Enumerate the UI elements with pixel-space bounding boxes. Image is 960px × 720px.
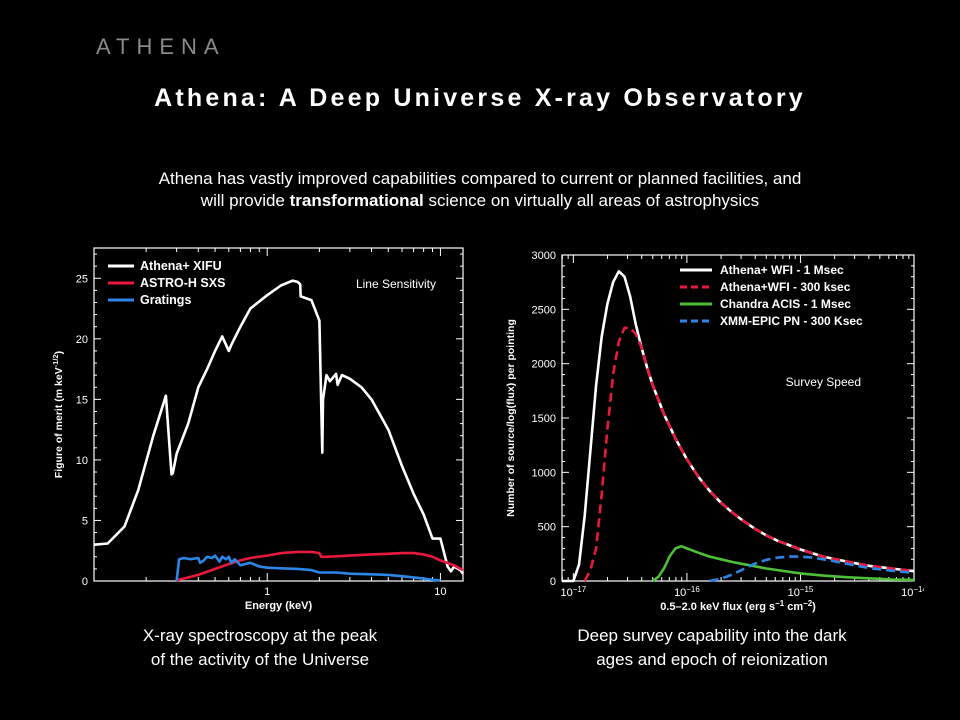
x-axis-label: 0.5–2.0 keV flux (erg s−1 cm−2)	[660, 599, 816, 614]
x-tick-label-part-0: 10	[901, 587, 913, 599]
x-tick-label-part-1: −15	[800, 585, 814, 594]
line-sensitivity-chart-panel: 0 5 10 15 20 25 1 10 Athena+ XIFU ASTRO-H SXS Grat…	[48, 240, 472, 616]
legend-label: Athena+ XIFU	[140, 259, 222, 273]
series-line-gratings	[175, 554, 441, 582]
subtitle-line-2: will provide transformational science on…	[40, 190, 920, 212]
series-line-chandra-acis-1-msec	[652, 544, 915, 583]
caption-left: X-ray spectroscopy at the peak of the ac…	[48, 624, 472, 672]
caption-left-line-1: X-ray spectroscopy at the peak	[142, 626, 378, 645]
subtitle-line-2-post: science on virtually all areas of astrop…	[423, 191, 760, 210]
y-axis-label-part-1: -1/2	[51, 354, 60, 367]
x-tick-label: 10−16	[674, 585, 700, 600]
subtitle-line-1: Athena has vastly improved capabilities …	[158, 169, 802, 188]
series-line-athena-xifu	[93, 279, 465, 575]
y-axis-label: Number of source/log(flux) per pointing	[505, 319, 517, 517]
x-tick-label-part-0: 10	[561, 587, 573, 599]
caption-right-line-2: ages and epoch of reionization	[596, 650, 828, 669]
series-line-astro-h-sxs	[176, 550, 464, 582]
survey-speed-chart-panel: 10−1710−1610−1510−1405001000150020002500…	[500, 240, 924, 616]
x-tick-label-part-1: −16	[686, 585, 700, 594]
legend-label: Athena+WFI - 300 ksec	[720, 280, 851, 294]
x-tick-label: 10−14	[901, 585, 924, 600]
y-tick-label: 2000	[532, 359, 556, 371]
y-tick-label: 15	[76, 394, 88, 406]
x-tick-label-part-1: −17	[573, 585, 586, 594]
x-tick-label: 1	[264, 586, 270, 598]
chart-annotation: Survey Speed	[786, 375, 861, 389]
subtitle-emphasis: transformational	[289, 191, 424, 210]
legend-label: Chandra ACIS - 1 Msec	[720, 297, 851, 311]
series-line-athena-wfi-300-ksec	[583, 326, 915, 582]
x-axis-label-part-2: cm	[784, 601, 803, 613]
x-axis-label-part-1: −1	[775, 599, 785, 608]
y-axis-label-part-0: Figure of merit (m keV	[53, 367, 65, 478]
x-tick-label-part-1: −14	[913, 585, 924, 594]
x-axis-label-part-0: 0.5–2.0 keV flux (erg s	[660, 601, 775, 613]
y-axis-label-part-2: )	[53, 351, 65, 355]
x-tick-label: 10	[434, 586, 446, 598]
survey-speed-chart: 10−1710−1610−1510−1405001000150020002500…	[505, 250, 924, 614]
legend-label: ASTRO-H SXS	[140, 276, 225, 290]
subtitle-line-2-pre: will provide	[200, 191, 290, 210]
x-axis-label: Energy (keV)	[245, 600, 313, 612]
y-tick-label: 1500	[532, 413, 556, 425]
series-line-xmm-epic-pn-300-ksec	[709, 555, 915, 583]
caption-right: Deep survey capability into the dark age…	[500, 624, 924, 672]
line-sensitivity-chart: 0 5 10 15 20 25 1 10 Athena+ XIFU ASTRO-H SXS Grat…	[51, 247, 465, 612]
legend-label: Athena+ WFI - 1 Msec	[720, 263, 844, 277]
y-tick-label: 3000	[532, 250, 556, 262]
y-tick-label: 1000	[532, 467, 556, 479]
legend-label: Gratings	[140, 293, 191, 307]
chart-annotation: Line Sensitivity	[356, 277, 436, 291]
x-tick-label-part-0: 10	[674, 587, 686, 599]
page-title: Athena: A Deep Universe X-ray Observator…	[154, 84, 806, 112]
y-tick-label: 25	[76, 273, 88, 285]
legend-label: XMM-EPIC PN - 300 Ksec	[720, 314, 863, 328]
caption-right-line-1: Deep survey capability into the dark	[577, 626, 847, 645]
y-axis-label: Figure of merit (m keV-1/2)	[51, 351, 66, 478]
x-tick-label: 10−17	[561, 585, 587, 600]
y-tick-label: 0	[550, 576, 556, 588]
y-tick-label: 500	[538, 522, 556, 534]
x-axis-label-part-4: )	[812, 601, 816, 613]
y-tick-label: 0	[82, 576, 88, 588]
y-tick-label: 20	[76, 334, 88, 346]
page-subtitle: Athena has vastly improved capabilities …	[40, 168, 920, 212]
y-tick-label: 5	[82, 515, 88, 527]
y-tick-label: 2500	[532, 304, 556, 316]
x-tick-label: 10−15	[788, 585, 814, 600]
brand-wordmark: ATHENA	[96, 34, 226, 59]
x-tick-label-part-0: 10	[788, 587, 800, 599]
plot-frame	[93, 247, 464, 582]
y-tick-label: 10	[76, 455, 88, 467]
caption-left-line-2: of the activity of the Universe	[150, 650, 370, 669]
x-axis-label-part-3: −2	[803, 599, 813, 608]
